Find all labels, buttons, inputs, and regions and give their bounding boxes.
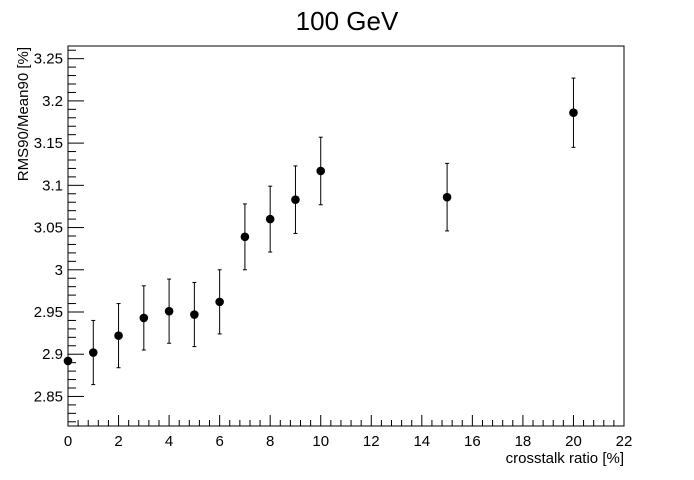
x-tick-label: 16	[464, 433, 481, 450]
data-point	[164, 306, 174, 316]
data-point	[265, 214, 275, 224]
data-layer	[63, 77, 578, 386]
axes-layer	[67, 45, 625, 427]
y-tick-label: 3.05	[34, 220, 63, 237]
x-tick-label: 22	[616, 433, 633, 450]
x-tick-label: 12	[363, 433, 380, 450]
y-axis-label: RMS90/Mean90 [%]	[15, 47, 32, 181]
data-point	[114, 331, 123, 340]
x-tick-label: 6	[215, 433, 223, 450]
data-point	[569, 108, 578, 118]
x-tick-label: 2	[114, 433, 122, 450]
y-tick-label: 3.1	[42, 177, 63, 194]
x-tick-label: 20	[565, 433, 582, 450]
data-point	[88, 348, 98, 357]
data-point	[215, 297, 224, 307]
y-tick-label: 3.2	[42, 93, 63, 110]
x-tick-label: 10	[312, 433, 329, 450]
y-tick-label: 2.95	[34, 304, 63, 321]
y-tick-label: 3.25	[34, 51, 63, 68]
data-point	[316, 166, 326, 176]
x-tick-label: 18	[515, 433, 532, 450]
data-point	[190, 310, 199, 319]
y-tick-label: 3.15	[34, 135, 63, 152]
x-tick-label: 14	[413, 433, 430, 450]
y-tick-label: 2.9	[42, 346, 63, 363]
x-tick-label: 8	[266, 433, 274, 450]
data-point	[442, 192, 452, 202]
ticks-layer: 0 2 4 6 8 10 12 14 16 18 20 22 2.85 2.9 2.95 3 3.05 3.1 3.…	[34, 49, 633, 450]
x-axis-label: crosstalk ratio [%]	[506, 450, 624, 467]
plot-frame	[67, 45, 625, 427]
y-tick-label: 2.85	[34, 388, 63, 405]
y-tick-label: 3	[55, 262, 63, 279]
x-tick-label: 0	[64, 433, 72, 450]
chart-title: 100 GeV	[296, 6, 399, 36]
x-tick-label: 4	[165, 433, 173, 450]
data-point	[63, 356, 73, 366]
data-point	[291, 195, 300, 204]
data-point	[240, 232, 250, 242]
data-point	[139, 313, 149, 323]
